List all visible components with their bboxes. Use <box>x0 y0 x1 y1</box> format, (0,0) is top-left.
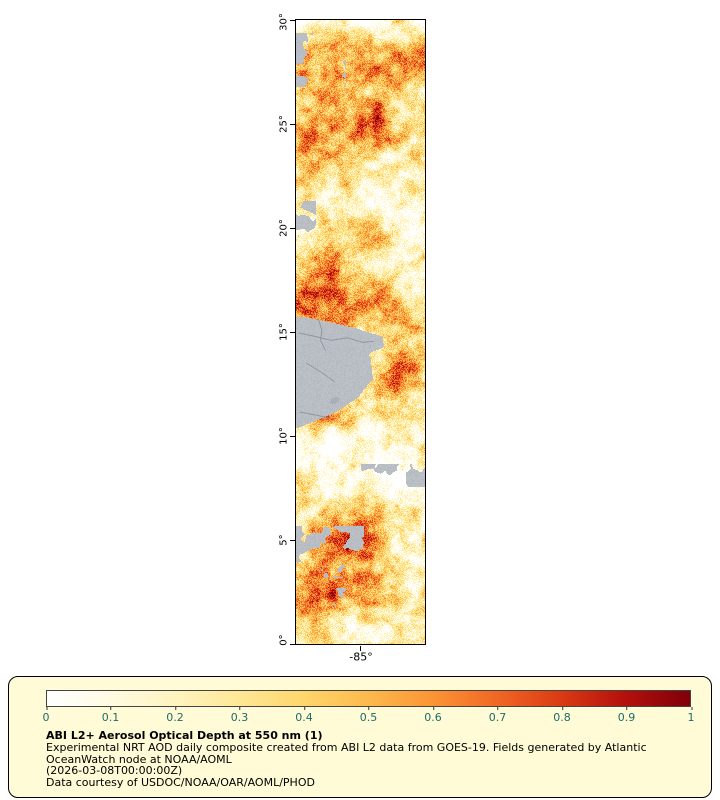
colorbar-tick-label: 0.5 <box>359 707 378 724</box>
y-axis-tick-label: 25° <box>278 115 290 133</box>
colorbar-tick-label: 0.6 <box>424 707 442 724</box>
colorbar-tick-label: 0.8 <box>553 707 571 724</box>
y-axis-tick <box>290 540 295 541</box>
colorbar-tick-labels: 0 0.1 0.2 0.3 0.4 0.5 0.6 0.7 0.8 0.9 1 <box>42 707 695 724</box>
colorbar-tick-label: 0.9 <box>617 707 636 724</box>
legend-description-line1: Experimental NRT AOD daily composite cre… <box>46 740 647 754</box>
colorbar-tick-label: 0 <box>42 707 50 724</box>
legend-credit: Data courtesy of USDOC/NOAA/OAR/AOML/PHO… <box>46 776 315 790</box>
legend-timestamp: (2026-03-08T00:00:00Z) <box>46 764 183 778</box>
colorbar-tick-label: 0.3 <box>230 707 249 724</box>
y-axis-tick-label: 20° <box>278 219 290 237</box>
x-axis-tick <box>360 646 361 651</box>
y-axis-tick-label: 10° <box>278 427 290 445</box>
y-axis-tick <box>290 644 295 645</box>
colorbar-tick-label: 1 <box>687 707 695 724</box>
colorbar-tick-label: 0.7 <box>488 707 507 724</box>
aod-map-canvas <box>295 19 426 645</box>
legend-caption: ABI L2+ Aerosol Optical Depth at 550 nm … <box>46 730 647 789</box>
colorbar-tick-label: 0.2 <box>166 707 184 724</box>
legend-panel: 0 0.1 0.2 0.3 0.4 0.5 0.6 0.7 0.8 0.9 1 … <box>8 676 712 798</box>
y-axis-tick <box>290 436 295 437</box>
y-axis-tick <box>290 228 295 229</box>
legend-title: ABI L2+ Aerosol Optical Depth at 550 nm … <box>46 729 323 742</box>
y-axis-tick <box>290 124 295 125</box>
y-axis-tick-label: 15° <box>278 323 290 341</box>
colorbar-tick-label: 0.1 <box>101 707 120 724</box>
legend-description-line2: OceanWatch node at NOAA/AOML <box>46 752 232 766</box>
y-axis-tick-label: 0° <box>278 634 290 646</box>
y-axis-tick-label: 5° <box>278 534 290 546</box>
y-axis-tick <box>290 20 295 21</box>
colorbar <box>46 690 691 707</box>
y-axis-tick <box>290 332 295 333</box>
x-axis-tick-label: -85° <box>349 650 373 664</box>
colorbar-tick-label: 0.4 <box>295 707 313 724</box>
y-axis-tick-label: 30° <box>278 13 290 31</box>
